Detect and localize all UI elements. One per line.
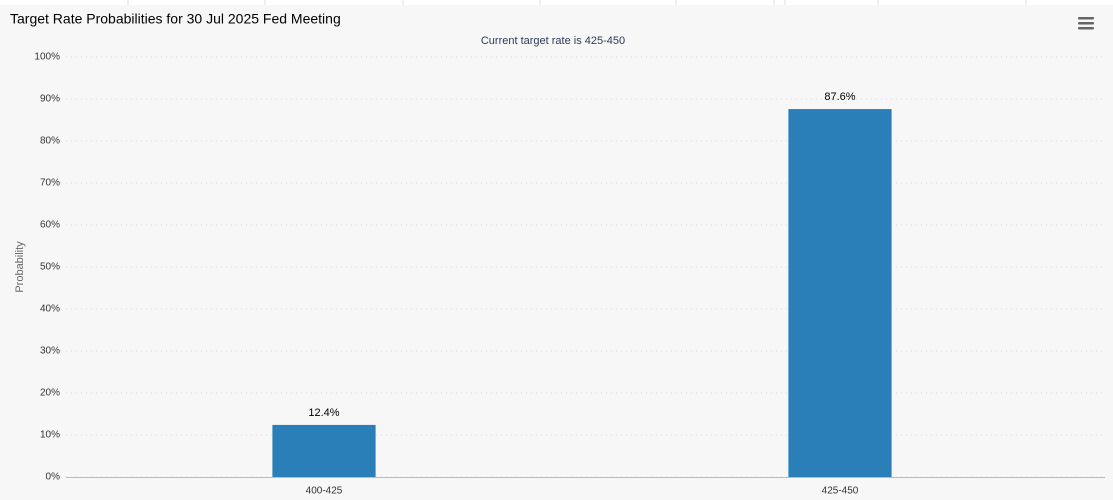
- y-tick-label: 50%: [40, 262, 60, 273]
- bar: [788, 109, 892, 477]
- y-tick-label: 30%: [40, 346, 60, 357]
- chart-subtitle: Current target rate is 425-450: [481, 35, 625, 47]
- x-tick-label: 400-425: [306, 486, 343, 497]
- bar: [272, 424, 376, 477]
- y-tick-label: 60%: [40, 220, 60, 231]
- top-strip-dividers: [127, 0, 1027, 5]
- y-tick-label: 70%: [40, 178, 60, 189]
- y-tick-label: 80%: [40, 136, 60, 147]
- y-tick-label: 0%: [46, 472, 61, 483]
- chart-title: Target Rate Probabilities for 30 Jul 202…: [10, 11, 341, 27]
- menu-button[interactable]: [1078, 17, 1094, 30]
- data-label: 12.4%: [308, 407, 339, 419]
- data-label: 87.6%: [824, 91, 855, 103]
- top-strip: [0, 0, 1113, 5]
- y-tick-label: 20%: [40, 388, 60, 399]
- x-tick-label: 425-450: [822, 486, 859, 497]
- y-tick-label: 40%: [40, 304, 60, 315]
- y-axis-label: Probability: [14, 241, 26, 293]
- y-tick-label: 100%: [34, 52, 60, 63]
- y-tick-label: 10%: [40, 430, 60, 441]
- y-tick-label: 90%: [40, 94, 60, 105]
